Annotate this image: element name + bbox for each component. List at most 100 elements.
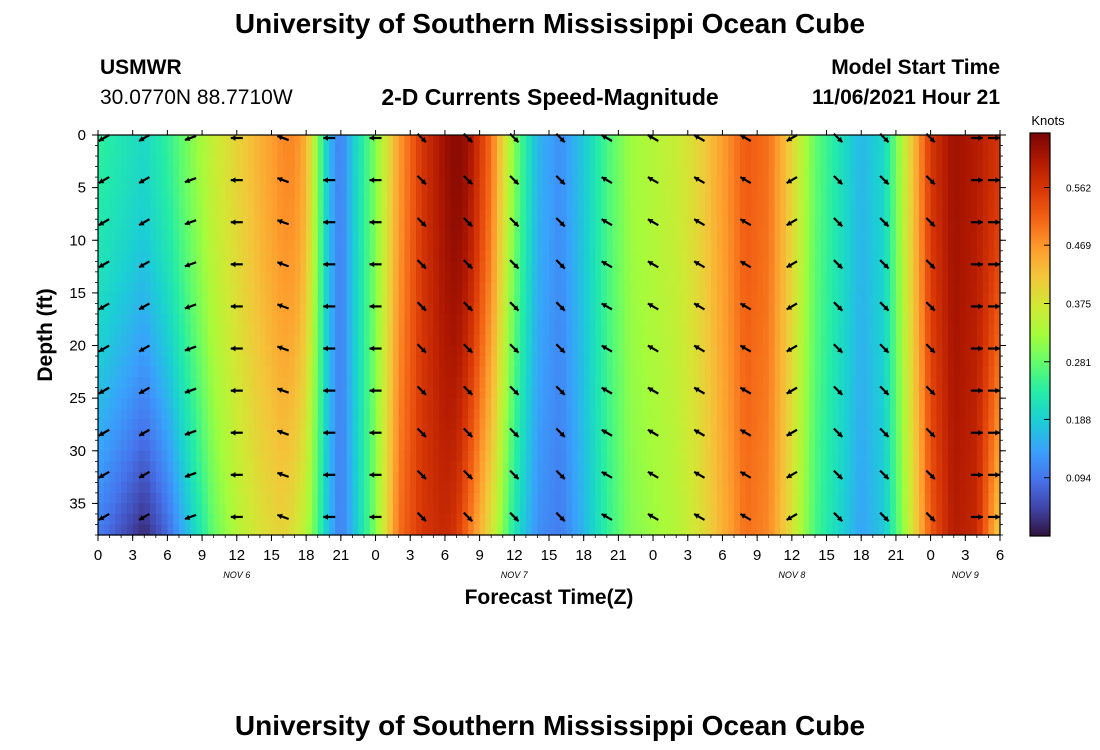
- heatmap-cell: [381, 345, 388, 357]
- heatmap-cell: [450, 408, 458, 420]
- heatmap-cell: [132, 461, 140, 473]
- heatmap-cell: [612, 440, 619, 452]
- heatmap-cell: [392, 292, 400, 305]
- heatmap-cell: [288, 492, 296, 505]
- heatmap-cell: [132, 492, 140, 505]
- heatmap-cell: [797, 440, 805, 452]
- heatmap-cell: [601, 471, 608, 483]
- heatmap-cell: [317, 513, 325, 526]
- page-title: University of Southern Mississippi Ocean…: [234, 8, 866, 39]
- heatmap-cell: [647, 229, 654, 241]
- heatmap-cell: [358, 461, 365, 473]
- heatmap-cell: [676, 408, 683, 420]
- heatmap-cell: [190, 229, 197, 241]
- heatmap-cell: [277, 492, 284, 505]
- heatmap-cell: [583, 250, 591, 262]
- heatmap-cell: [485, 156, 492, 168]
- heatmap-cell: [277, 513, 284, 526]
- heatmap-cell: [178, 356, 186, 368]
- heatmap-cell: [132, 377, 140, 389]
- heatmap-cell: [433, 356, 440, 368]
- heatmap-cell: [456, 524, 463, 536]
- heatmap-cell: [248, 229, 255, 241]
- heatmap-cell: [294, 440, 301, 452]
- heatmap-cell: [549, 482, 556, 494]
- heatmap-cell: [549, 513, 556, 526]
- heatmap-cell: [184, 450, 192, 462]
- heatmap-cell: [335, 187, 342, 199]
- heatmap-cell: [173, 135, 180, 147]
- heatmap-cell: [751, 524, 758, 536]
- heatmap-cell: [213, 429, 221, 441]
- heatmap-cell: [363, 492, 371, 505]
- heatmap-cell: [739, 187, 747, 199]
- heatmap-cell: [190, 408, 197, 420]
- heatmap-cell: [450, 261, 458, 273]
- heatmap-cell: [705, 303, 712, 315]
- heatmap-cell: [213, 313, 221, 326]
- heatmap-cell: [410, 335, 417, 347]
- heatmap-cell: [705, 187, 712, 199]
- heatmap-cell: [132, 429, 140, 441]
- heatmap-cell: [855, 198, 862, 210]
- heatmap-cell: [416, 408, 423, 420]
- heatmap-cell: [202, 513, 209, 526]
- heatmap-cell: [664, 187, 672, 199]
- heatmap-cell: [485, 482, 492, 494]
- heatmap-cell: [387, 303, 394, 315]
- heatmap-cell: [340, 250, 348, 262]
- heatmap-cell: [392, 135, 400, 147]
- heatmap-cell: [496, 450, 504, 462]
- heatmap-cell: [155, 313, 163, 326]
- heatmap-cell: [641, 240, 648, 252]
- heatmap-cell: [121, 135, 128, 147]
- heatmap-cell: [277, 187, 284, 199]
- heatmap-cell: [774, 503, 781, 515]
- heatmap-cell: [427, 145, 434, 157]
- heatmap-cell: [809, 166, 816, 178]
- heatmap-cell: [473, 471, 481, 483]
- heatmap-cell: [768, 503, 776, 515]
- heatmap-cell: [433, 429, 440, 441]
- heatmap-cell: [566, 250, 573, 262]
- heatmap-cell: [514, 419, 521, 431]
- heatmap-cell: [595, 324, 602, 336]
- heatmap-cell: [392, 492, 400, 505]
- heatmap-cell: [734, 240, 741, 252]
- heatmap-cell: [271, 261, 278, 273]
- heatmap-cell: [572, 187, 579, 199]
- heatmap-cell: [115, 471, 122, 483]
- heatmap-cell: [572, 177, 579, 189]
- heatmap-cell: [121, 261, 128, 273]
- heatmap-cell: [190, 461, 197, 473]
- heatmap-cell: [543, 419, 550, 431]
- heatmap-cell: [757, 366, 764, 378]
- heatmap-cell: [323, 282, 330, 294]
- heatmap-cell: [618, 208, 625, 220]
- heatmap-cell: [329, 219, 336, 231]
- heatmap-cell: [739, 282, 747, 294]
- heatmap-cell: [786, 229, 793, 241]
- heatmap-cell: [242, 492, 249, 505]
- heatmap-cell: [288, 250, 296, 262]
- heatmap-cell: [410, 419, 417, 431]
- heatmap-cell: [543, 429, 550, 441]
- heatmap-cell: [531, 324, 539, 336]
- heatmap-cell: [456, 366, 463, 378]
- heatmap-cell: [456, 398, 463, 410]
- heatmap-cell: [144, 145, 151, 157]
- heatmap-cell: [317, 282, 325, 294]
- heatmap-cell: [722, 503, 729, 515]
- heatmap-cell: [728, 440, 735, 452]
- heatmap-cell: [647, 261, 654, 273]
- heatmap-cell: [780, 492, 787, 505]
- heatmap-cell: [543, 513, 550, 526]
- heatmap-cell: [387, 513, 394, 526]
- heatmap-cell: [462, 250, 469, 262]
- heatmap-cell: [647, 292, 654, 305]
- heatmap-cell: [369, 482, 377, 494]
- heatmap-cell: [387, 429, 394, 441]
- heatmap-cell: [375, 208, 382, 220]
- heatmap-cell: [230, 166, 238, 178]
- heatmap-cell: [572, 229, 579, 241]
